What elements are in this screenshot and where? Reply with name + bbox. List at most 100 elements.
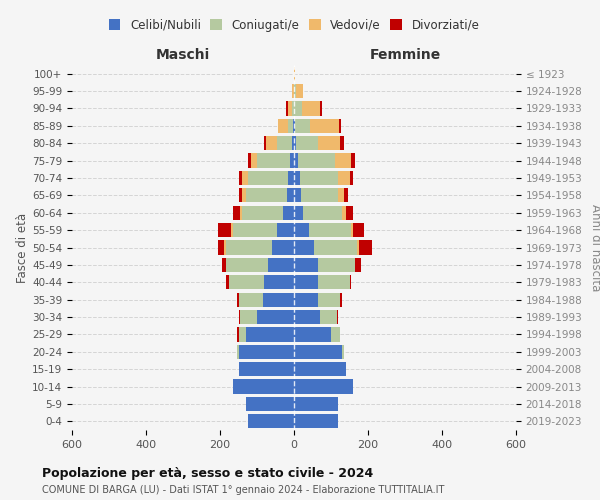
- Bar: [218, 223, 231, 237]
- Bar: [238, 328, 246, 342]
- Bar: [266, 136, 277, 150]
- Bar: [246, 188, 287, 202]
- Bar: [277, 136, 292, 150]
- Bar: [287, 188, 294, 202]
- Bar: [303, 206, 342, 220]
- Bar: [296, 84, 303, 98]
- Bar: [265, 275, 294, 289]
- Bar: [246, 397, 294, 411]
- Bar: [355, 258, 361, 272]
- Bar: [338, 171, 349, 185]
- Bar: [241, 206, 242, 220]
- Bar: [295, 102, 302, 116]
- Bar: [298, 154, 335, 168]
- Text: Popolazione per età, sesso e stato civile - 2024: Popolazione per età, sesso e stato civil…: [42, 468, 373, 480]
- Text: COMUNE DI BARGA (LU) - Dati ISTAT 1° gennaio 2024 - Elaborazione TUTTITALIA.IT: COMUNE DI BARGA (LU) - Dati ISTAT 1° gen…: [42, 485, 445, 495]
- Bar: [294, 84, 296, 98]
- Y-axis label: Fasce di età: Fasce di età: [16, 212, 29, 282]
- Bar: [294, 275, 318, 289]
- Bar: [294, 118, 295, 133]
- Bar: [290, 154, 294, 168]
- Bar: [314, 240, 357, 254]
- Bar: [301, 188, 338, 202]
- Bar: [294, 344, 342, 359]
- Bar: [248, 414, 294, 428]
- Bar: [222, 258, 226, 272]
- Bar: [286, 102, 288, 116]
- Bar: [310, 118, 339, 133]
- Bar: [248, 154, 251, 168]
- Bar: [342, 344, 344, 359]
- Bar: [339, 118, 341, 133]
- Bar: [277, 223, 294, 237]
- Bar: [342, 206, 346, 220]
- Bar: [288, 118, 293, 133]
- Bar: [340, 292, 342, 307]
- Bar: [318, 258, 355, 272]
- Bar: [292, 102, 293, 116]
- Bar: [294, 223, 309, 237]
- Bar: [294, 206, 303, 220]
- Bar: [233, 380, 294, 394]
- Text: Maschi: Maschi: [156, 48, 210, 62]
- Bar: [302, 102, 320, 116]
- Bar: [239, 344, 294, 359]
- Bar: [338, 188, 344, 202]
- Bar: [294, 397, 338, 411]
- Bar: [248, 171, 289, 185]
- Bar: [268, 258, 294, 272]
- Bar: [320, 310, 337, 324]
- Bar: [349, 171, 353, 185]
- Bar: [294, 380, 353, 394]
- Text: Femmine: Femmine: [370, 48, 440, 62]
- Bar: [283, 206, 294, 220]
- Bar: [236, 344, 239, 359]
- Bar: [359, 240, 372, 254]
- Bar: [294, 240, 314, 254]
- Bar: [231, 223, 233, 237]
- Bar: [318, 275, 349, 289]
- Bar: [239, 310, 241, 324]
- Bar: [236, 292, 239, 307]
- Bar: [226, 275, 229, 289]
- Bar: [357, 240, 359, 254]
- Bar: [294, 154, 298, 168]
- Bar: [257, 154, 290, 168]
- Bar: [309, 223, 352, 237]
- Bar: [242, 188, 246, 202]
- Bar: [299, 171, 338, 185]
- Bar: [294, 414, 338, 428]
- Bar: [295, 118, 310, 133]
- Bar: [294, 328, 331, 342]
- Bar: [289, 171, 294, 185]
- Bar: [272, 240, 294, 254]
- Bar: [331, 328, 340, 342]
- Bar: [239, 292, 263, 307]
- Bar: [251, 154, 257, 168]
- Bar: [241, 310, 257, 324]
- Bar: [236, 328, 239, 342]
- Bar: [294, 258, 318, 272]
- Bar: [349, 275, 352, 289]
- Legend: Celibi/Nubili, Coniugati/e, Vedovi/e, Divorziati/e: Celibi/Nubili, Coniugati/e, Vedovi/e, Di…: [106, 16, 482, 34]
- Bar: [294, 310, 320, 324]
- Bar: [318, 292, 340, 307]
- Bar: [320, 102, 322, 116]
- Bar: [242, 206, 283, 220]
- Bar: [344, 188, 347, 202]
- Bar: [239, 362, 294, 376]
- Bar: [292, 136, 294, 150]
- Bar: [296, 136, 318, 150]
- Bar: [335, 154, 352, 168]
- Bar: [340, 136, 344, 150]
- Bar: [218, 240, 224, 254]
- Bar: [288, 102, 292, 116]
- Bar: [233, 223, 277, 237]
- Bar: [265, 136, 266, 150]
- Y-axis label: Anni di nascita: Anni di nascita: [589, 204, 600, 291]
- Bar: [257, 310, 294, 324]
- Bar: [229, 275, 265, 289]
- Bar: [294, 66, 295, 81]
- Bar: [242, 171, 248, 185]
- Bar: [239, 171, 242, 185]
